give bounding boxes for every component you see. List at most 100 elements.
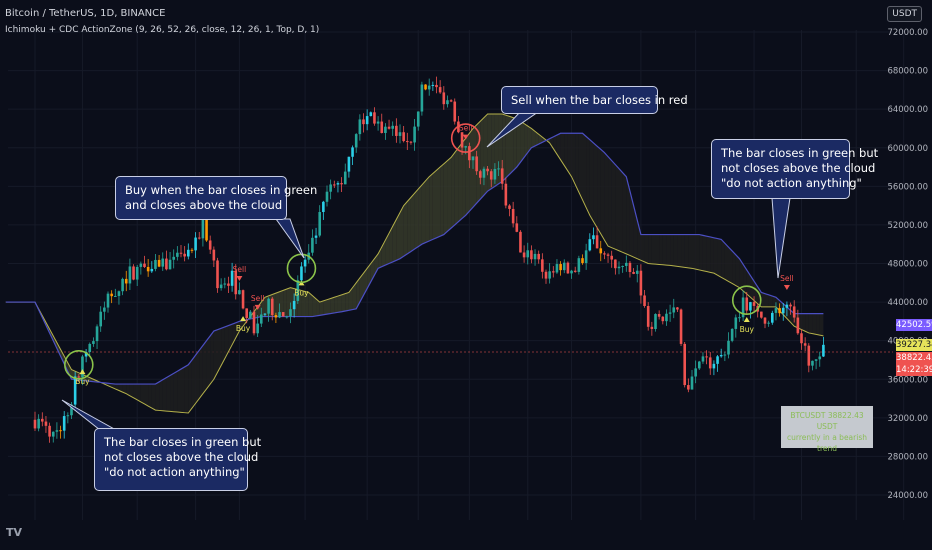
candle-body (533, 253, 537, 260)
sell-label: Sell (233, 265, 247, 274)
cloud-segment (436, 167, 441, 238)
indicator-legend[interactable]: Ichimoku + CDC ActionZone (9, 26, 52, 26… (5, 25, 320, 35)
callout-pointers (61, 111, 791, 431)
cloud-segment (443, 160, 448, 235)
candle-body (117, 291, 121, 296)
cloud-segment (801, 313, 806, 332)
candle-body (380, 121, 384, 133)
candle-body (154, 259, 157, 269)
buy-label: Buy (740, 325, 755, 334)
candle-body (121, 278, 124, 292)
cloud-segment (330, 297, 335, 314)
cloud-segment (334, 296, 338, 313)
cloud-segment (421, 180, 426, 245)
cloud-segment (688, 234, 692, 269)
callout-line: and closes above the cloud (125, 198, 283, 212)
candle-body (701, 356, 705, 362)
candle-body (471, 156, 475, 161)
cloud-segment (465, 133, 470, 216)
cloud-segment (301, 290, 306, 317)
sell-arrow-icon (254, 304, 261, 310)
candle-body (734, 317, 738, 329)
candle-body (672, 307, 676, 313)
status-line: BTCUSDT 38822.43 USDT (790, 411, 864, 431)
callout-line: Buy when the bar closes in green (125, 183, 318, 197)
candle-body (88, 343, 92, 353)
candle-body (548, 271, 551, 279)
candle-body (424, 84, 427, 90)
cloud-segment (808, 313, 813, 334)
candle-body (730, 328, 734, 341)
candle-body (270, 298, 274, 316)
callout-no-action-right: The bar closes in green but not closes a… (711, 139, 879, 199)
cloud-segment (644, 234, 649, 264)
cloud-segment (473, 124, 477, 208)
callout-no-action-left: The bar closes in green but not closes a… (94, 428, 261, 491)
cloud-segment (363, 268, 368, 296)
cloud-segment (772, 296, 776, 307)
price-tag-last: 38822.43 (896, 352, 932, 364)
candle-body (197, 237, 201, 239)
cloud-segment (403, 201, 408, 257)
candle-body (800, 333, 803, 344)
candle-body (807, 345, 811, 366)
candle-body (336, 183, 340, 185)
cloud-segment (677, 234, 682, 267)
highlight-circle (731, 285, 762, 315)
candle-body (712, 363, 716, 369)
candle-body (464, 146, 467, 148)
candle-body (150, 268, 154, 272)
candle-body (610, 255, 613, 260)
y-tick-label: 56000.00 (887, 182, 928, 192)
cloud-segment (582, 133, 587, 208)
candle-body (92, 341, 95, 344)
cloud-segment (629, 191, 634, 258)
candle-body (581, 258, 584, 264)
highlight-circle (450, 123, 481, 153)
candle-body (99, 311, 102, 327)
cloud-segment (549, 136, 554, 149)
candle-body (110, 293, 113, 297)
cloud-segment (520, 121, 525, 163)
cloud-segment (699, 234, 703, 271)
candle-body (296, 280, 300, 301)
price-tag-purple: 42502.59 (896, 319, 932, 331)
cloud-segment (666, 234, 671, 266)
span-b-line (5, 132, 824, 385)
candle-body (176, 252, 179, 257)
cloud-segment (640, 234, 645, 262)
cloud-segment (239, 320, 244, 332)
cloud-segment (352, 282, 357, 310)
candle-body (292, 300, 296, 310)
candle-body (818, 356, 822, 360)
candle-body (59, 430, 62, 432)
span-a-line (5, 113, 824, 414)
cloud-segment (312, 295, 317, 317)
candle-body (694, 368, 697, 377)
candle-body (201, 219, 205, 239)
callout-line: The bar closes in green but (721, 146, 879, 160)
candle-body (249, 311, 252, 318)
candle-body (584, 250, 588, 264)
candle-body (723, 354, 727, 356)
currency-button[interactable]: USDT (887, 6, 922, 22)
candle-body (592, 235, 595, 240)
candle-body (781, 307, 785, 314)
candle-body (690, 376, 694, 390)
candle-body (395, 125, 398, 136)
candle-body (413, 126, 416, 143)
cloud-segment (692, 234, 696, 270)
candle-body (365, 116, 369, 125)
candle-body (632, 271, 635, 274)
candle-body (552, 271, 555, 273)
cloud-segment (673, 234, 678, 267)
sell-label: Sell (251, 294, 265, 303)
cloud-segment (626, 176, 630, 256)
cloud-segment (695, 234, 700, 270)
callout-line: not closes above the cloud (104, 450, 259, 464)
cloud-segment (173, 371, 178, 413)
cloud-segment (275, 291, 280, 317)
cloud-segment (418, 184, 422, 247)
